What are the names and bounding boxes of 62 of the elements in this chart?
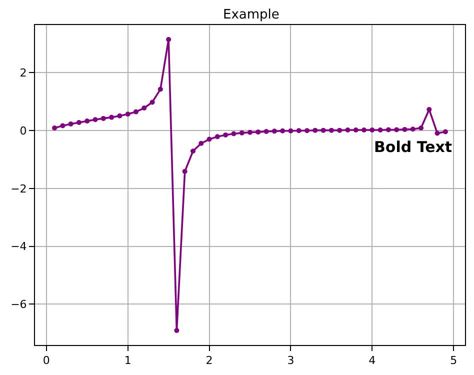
x-tick-label: 2	[206, 354, 213, 368]
point	[248, 130, 252, 135]
point	[394, 127, 400, 132]
point	[345, 128, 350, 133]
point	[426, 106, 432, 112]
point	[337, 128, 342, 133]
point	[223, 132, 228, 138]
point	[182, 168, 188, 174]
point	[239, 130, 244, 136]
point	[206, 136, 212, 142]
point	[320, 128, 326, 133]
point	[60, 123, 66, 128]
point	[198, 140, 204, 146]
point	[214, 134, 220, 140]
annotation: Bold Text	[374, 138, 452, 156]
point	[296, 128, 302, 134]
point	[190, 148, 196, 154]
y-tick-label: 2	[20, 66, 27, 80]
point	[150, 100, 155, 105]
point	[125, 112, 130, 117]
x-tick-label: 1	[124, 354, 132, 368]
x-tick-label: 0	[42, 354, 50, 368]
point	[68, 121, 74, 126]
point	[402, 126, 408, 132]
point	[142, 106, 147, 111]
point	[418, 126, 424, 130]
x-tick-label: 4	[368, 354, 376, 368]
point	[52, 126, 58, 130]
point	[109, 114, 114, 120]
point	[272, 128, 277, 134]
y-tick-label: 0	[20, 124, 27, 138]
point	[386, 127, 391, 132]
point	[92, 117, 98, 122]
point	[288, 128, 294, 134]
chart-title: Example	[223, 7, 280, 22]
point	[280, 128, 286, 134]
point	[166, 36, 172, 42]
point	[256, 130, 261, 135]
point	[328, 128, 334, 133]
point	[264, 128, 269, 134]
point	[84, 118, 90, 124]
point	[76, 120, 82, 125]
point	[442, 129, 448, 134]
point	[434, 130, 440, 136]
point	[353, 128, 358, 133]
point	[174, 328, 180, 334]
point	[370, 128, 375, 133]
point	[133, 109, 138, 114]
point	[117, 113, 122, 118]
point	[312, 128, 318, 133]
point	[362, 128, 367, 133]
point	[100, 116, 106, 121]
y-tick-label: −2	[10, 182, 27, 196]
x-tick-label: 5	[450, 354, 458, 368]
y-tick-label: −6	[10, 298, 27, 312]
point	[304, 128, 310, 134]
point	[378, 128, 383, 133]
point	[410, 126, 416, 132]
x-tick-label: 3	[287, 354, 294, 368]
point	[231, 131, 236, 136]
point	[158, 86, 163, 92]
y-tick-label: −4	[10, 240, 27, 254]
